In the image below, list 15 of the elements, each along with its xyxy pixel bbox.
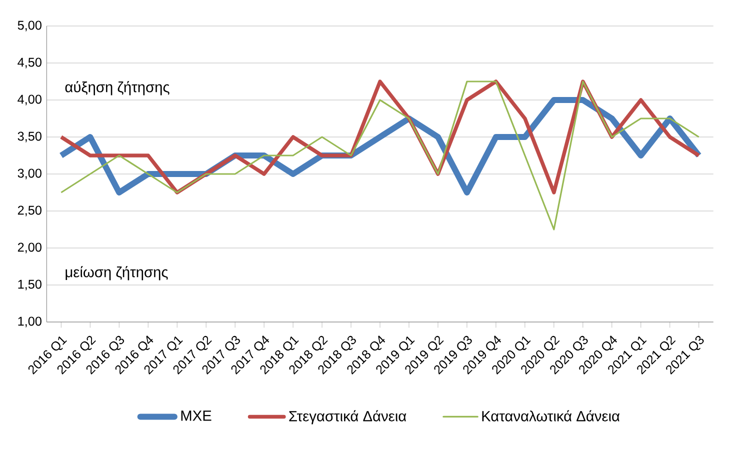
y-tick-label: 1,50 <box>18 280 42 290</box>
legend-label: ΜΧΕ <box>181 410 212 421</box>
legend-label: Καταναλωτικά Δάνεια <box>482 410 620 422</box>
y-tick-label: 2,50 <box>18 206 42 216</box>
y-tick-label: 5,00 <box>18 20 42 32</box>
y-tick-label: 4,00 <box>18 94 42 106</box>
line-series <box>60 80 700 230</box>
y-tick-label: 2,00 <box>18 242 42 254</box>
y-tick-label: 1,00 <box>18 316 42 328</box>
legend-label: Στεγαστικά Δάνεια <box>289 410 406 424</box>
annotation: αύξηση ζήτησης <box>65 81 170 96</box>
y-tick-label: 3,50 <box>18 132 42 142</box>
y-tick-label: 4,50 <box>18 58 42 68</box>
y-tick-label: 3,00 <box>18 168 42 180</box>
annotation: μείωση ζήτησης <box>66 266 168 280</box>
